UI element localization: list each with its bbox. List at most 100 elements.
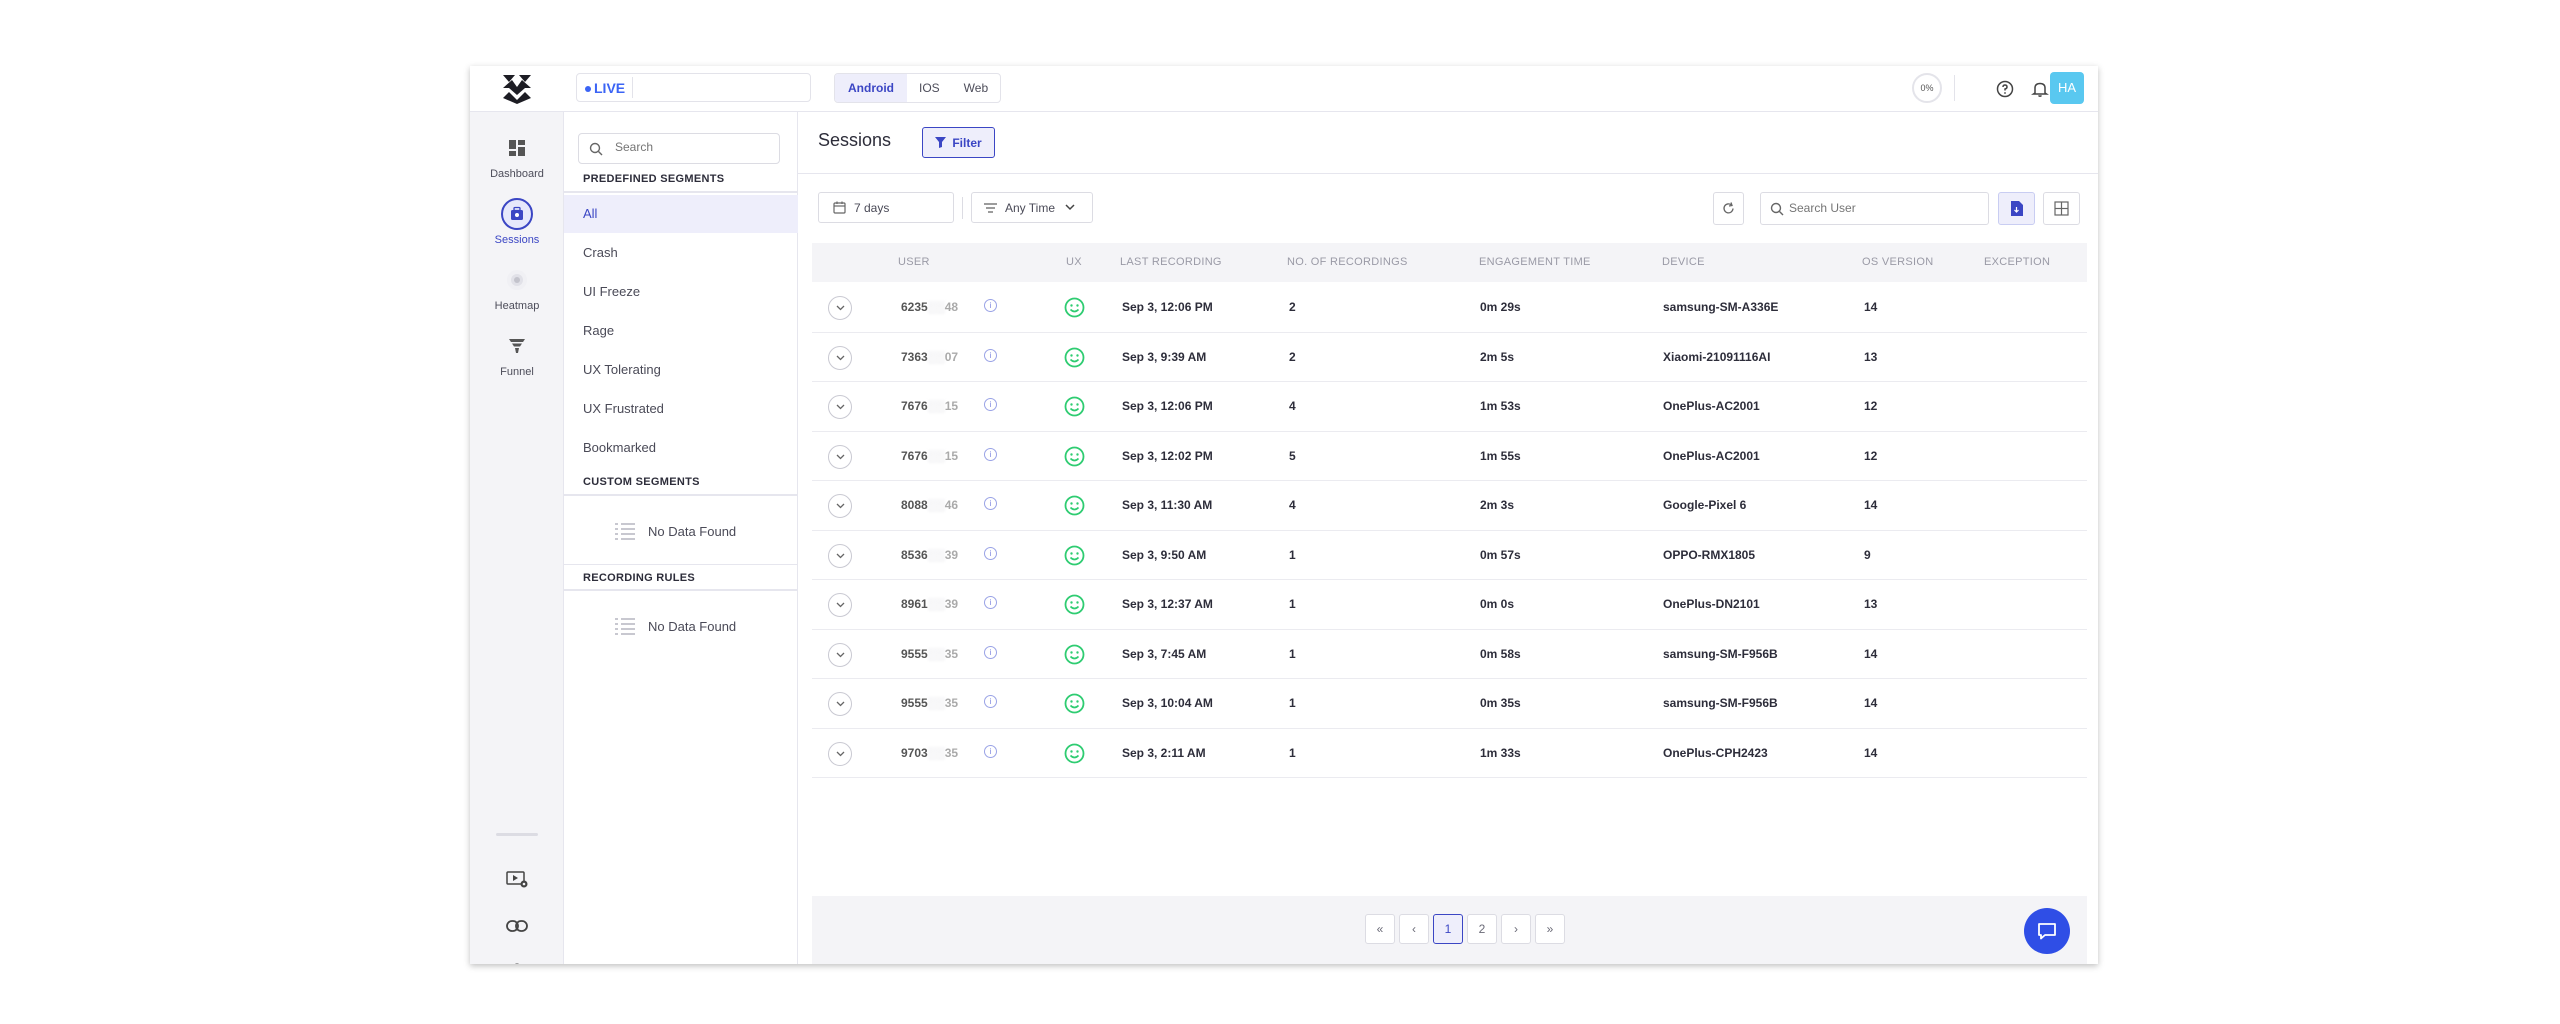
user-id[interactable]: 9703░░35 <box>901 729 958 778</box>
table-row[interactable]: 6235░░48 i Sep 3, 12:06 PM 2 0m 29s samsung-S… <box>812 283 2087 333</box>
expand-row-button[interactable] <box>828 543 852 568</box>
info-icon[interactable]: i <box>984 695 997 708</box>
nav-item-heatmap[interactable]: Heatmap <box>470 264 564 312</box>
user-search-input[interactable] <box>1789 201 1979 215</box>
info-icon[interactable]: i <box>984 645 997 659</box>
segment-rage[interactable]: Rage <box>583 323 615 338</box>
nav-item-sessions[interactable]: Sessions <box>470 198 564 246</box>
columns-button[interactable] <box>2043 192 2080 225</box>
page-next-button[interactable]: › <box>1501 914 1531 944</box>
help-icon[interactable] <box>1994 78 2016 100</box>
user-id[interactable]: 9555░░35 <box>901 679 958 728</box>
user-id[interactable]: 9555░░35 <box>901 630 958 679</box>
expand-row-button[interactable] <box>828 692 852 716</box>
table-header: USER UX LAST RECORDING NO. OF RECORDINGS… <box>812 243 2087 282</box>
last-recording: Sep 3, 7:45 AM <box>1122 646 1207 661</box>
expand-row-button[interactable] <box>828 642 852 667</box>
segments-panel: PREDEFINED SEGMENTS All Crash UI Freeze … <box>564 112 798 964</box>
nav-item-funnel[interactable]: Funnel <box>470 330 564 378</box>
info-icon[interactable]: i <box>984 299 997 312</box>
user-id[interactable]: 6235░░48 <box>901 283 958 332</box>
gear-icon[interactable] <box>505 961 529 964</box>
app-logo[interactable] <box>500 72 534 106</box>
table-row[interactable]: 7676░░15 i Sep 3, 12:02 PM 5 1m 55s OnePlus-A… <box>812 431 2087 481</box>
expand-row-button[interactable] <box>828 741 852 766</box>
segment-bookmarked[interactable]: Bookmarked <box>583 440 656 455</box>
happy-face-icon <box>1064 644 1085 664</box>
avatar[interactable]: HA <box>2050 72 2084 104</box>
user-id[interactable]: 7676░░15 <box>901 432 958 481</box>
expand-row-button[interactable] <box>828 444 852 469</box>
platform-tab-web[interactable]: Web <box>963 81 989 95</box>
user-id[interactable]: 7676░░15 <box>901 382 958 431</box>
page-first-button[interactable]: « <box>1365 914 1395 944</box>
user-id[interactable]: 7363░░07 <box>901 333 958 382</box>
search-icon <box>589 142 603 161</box>
chat-button[interactable] <box>2024 908 2070 954</box>
chevron-down-icon <box>836 404 844 410</box>
page-1-button[interactable]: 1 <box>1433 914 1463 944</box>
table-row[interactable]: 7676░░15 i Sep 3, 12:06 PM 4 1m 53s OnePlus-A… <box>812 382 2087 432</box>
segment-ui-freeze[interactable]: UI Freeze <box>583 284 641 299</box>
chevron-down-icon <box>1065 204 1075 211</box>
table-row[interactable]: 8088░░46 i Sep 3, 11:30 AM 4 2m 3s Google-Pix… <box>812 481 2087 531</box>
user-id[interactable]: 8536░░39 <box>901 531 958 580</box>
info-icon[interactable]: i <box>984 398 997 411</box>
user-search[interactable] <box>1760 192 1989 225</box>
bell-icon[interactable] <box>2029 78 2051 100</box>
user-id-prefix: 8536 <box>901 547 928 562</box>
link-icon[interactable] <box>505 914 529 938</box>
table-row[interactable]: 7363░░07 i Sep 3, 9:39 AM 2 2m 5s Xiaomi-2109… <box>812 332 2087 382</box>
page-prev-button[interactable]: ‹ <box>1399 914 1429 944</box>
user-id-masked: ░░ <box>927 745 945 760</box>
info-icon[interactable]: i <box>984 497 997 510</box>
expand-row-button[interactable] <box>828 593 852 617</box>
segment-search-input[interactable] <box>615 140 765 154</box>
segment-crash[interactable]: Crash <box>583 245 618 260</box>
segment-all[interactable]: All <box>564 195 798 233</box>
segment-ux-frustrated[interactable]: UX Frustrated <box>583 401 664 416</box>
chat-icon <box>2038 923 2056 940</box>
user-id[interactable]: 8088░░46 <box>901 481 958 530</box>
info-icon[interactable]: i <box>984 596 997 609</box>
recordings-count: 1 <box>1289 646 1296 661</box>
nav-item-dashboard[interactable]: Dashboard <box>470 132 564 180</box>
date-range-picker[interactable]: 7 days <box>818 192 954 223</box>
time-filter-dropdown[interactable]: Any Time <box>971 192 1093 223</box>
column-os-version: OS VERSION <box>1862 256 1934 268</box>
user-id[interactable]: 8961░░39 <box>901 580 958 629</box>
expand-row-button[interactable] <box>828 296 852 320</box>
usage-progress[interactable]: 0% <box>1912 73 1942 103</box>
info-icon[interactable]: i <box>984 546 997 560</box>
table-row[interactable]: 8961░░39 i Sep 3, 12:37 AM 1 0m 0s OnePlus-DN… <box>812 580 2087 630</box>
live-indicator[interactable]: LIVE <box>576 73 811 102</box>
page-last-button[interactable]: » <box>1535 914 1565 944</box>
info-icon[interactable]: i <box>984 744 997 758</box>
table-row[interactable]: 8536░░39 i Sep 3, 9:50 AM 1 0m 57s OPPO-RMX18… <box>812 530 2087 580</box>
expand-row-button[interactable] <box>828 395 852 419</box>
segment-ux-tolerating[interactable]: UX Tolerating <box>583 362 661 377</box>
happy-face-icon <box>1064 446 1085 466</box>
expand-row-button[interactable] <box>828 345 852 370</box>
last-recording: Sep 3, 12:06 PM <box>1122 399 1213 413</box>
user-id-masked: ░░ <box>927 696 945 710</box>
table-row[interactable]: 9555░░35 i Sep 3, 7:45 AM 1 0m 58s samsung-SM… <box>812 629 2087 679</box>
device-name: samsung-SM-A336E <box>1663 300 1779 314</box>
segment-search[interactable] <box>578 133 780 164</box>
engagement-time: 0m 35s <box>1480 696 1521 710</box>
info-icon[interactable]: i <box>984 348 997 362</box>
device-name: Google-Pixel 6 <box>1663 498 1747 512</box>
page-2-button[interactable]: 2 <box>1467 914 1497 944</box>
user-id-masked: ░░ <box>927 399 945 413</box>
platform-tab-ios[interactable]: IOS <box>919 81 940 95</box>
platform-tab-android[interactable]: Android <box>835 74 907 102</box>
refresh-button[interactable] <box>1713 192 1744 225</box>
info-icon[interactable]: i <box>984 447 997 461</box>
table-row[interactable]: 9703░░35 i Sep 3, 2:11 AM 1 1m 33s OnePlus-CP… <box>812 728 2087 778</box>
calendar-icon <box>833 201 846 214</box>
table-row[interactable]: 9555░░35 i Sep 3, 10:04 AM 1 0m 35s samsung-S… <box>812 679 2087 729</box>
expand-row-button[interactable] <box>828 494 852 518</box>
export-button[interactable] <box>1998 192 2035 225</box>
filter-button[interactable]: Filter <box>922 127 995 158</box>
screen-settings-icon[interactable] <box>505 868 529 892</box>
